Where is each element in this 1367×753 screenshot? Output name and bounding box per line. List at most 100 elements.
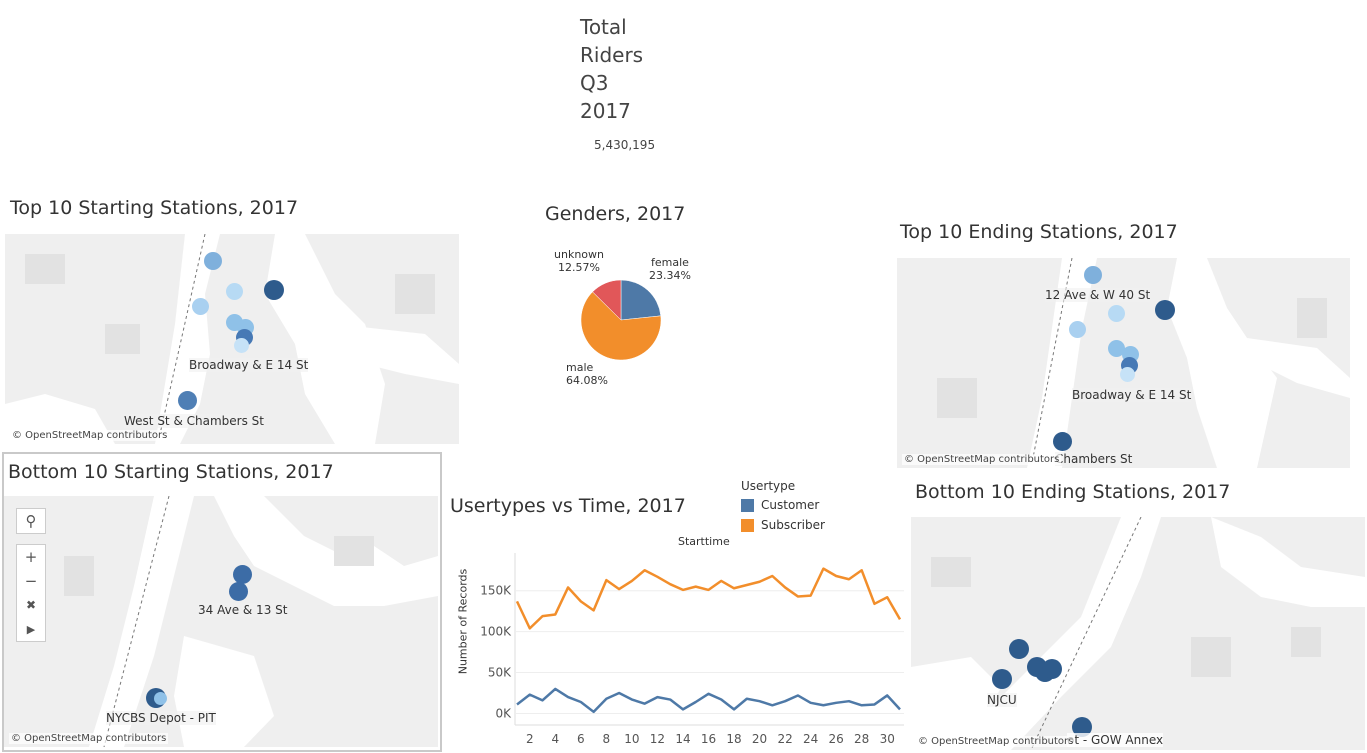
data-point-subscriber[interactable]: [834, 574, 838, 578]
data-point-customer[interactable]: [821, 703, 825, 707]
data-point-customer[interactable]: [668, 698, 672, 702]
data-point-customer[interactable]: [528, 693, 532, 697]
data-point-subscriber[interactable]: [579, 599, 583, 603]
data-point-subscriber[interactable]: [719, 579, 723, 583]
station-dot[interactable]: [229, 582, 248, 601]
data-point-subscriber[interactable]: [885, 595, 889, 599]
bottom-start-map[interactable]: ⚲ + − ✖ ▶ 34 Ave & 13 St NYCBS Depot - P…: [4, 496, 438, 747]
data-point-subscriber[interactable]: [847, 577, 851, 581]
data-point-customer[interactable]: [745, 697, 749, 701]
data-point-customer[interactable]: [592, 710, 596, 714]
reset-pin-icon[interactable]: ✖: [25, 598, 37, 612]
data-point-subscriber[interactable]: [770, 574, 774, 578]
data-point-subscriber[interactable]: [783, 585, 787, 589]
pie-slice-female[interactable]: [620, 279, 662, 321]
data-point-subscriber[interactable]: [809, 594, 813, 598]
data-point-subscriber[interactable]: [592, 608, 596, 612]
station-dot[interactable]: [1042, 659, 1062, 679]
station-dot[interactable]: [154, 692, 167, 705]
data-point-customer[interactable]: [719, 698, 723, 702]
data-point-customer[interactable]: [834, 701, 838, 705]
data-point-customer[interactable]: [604, 697, 608, 701]
expand-arrow-icon[interactable]: ▶: [26, 622, 36, 636]
pie-slice-male[interactable]: [580, 291, 662, 361]
data-point-subscriber[interactable]: [668, 582, 672, 586]
data-point-customer[interactable]: [758, 699, 762, 703]
data-point-customer[interactable]: [809, 701, 813, 705]
data-point-subscriber[interactable]: [630, 579, 634, 583]
station-dot[interactable]: [1108, 305, 1125, 322]
data-point-customer[interactable]: [681, 707, 685, 711]
data-point-subscriber[interactable]: [821, 567, 825, 571]
station-dot[interactable]: [1053, 432, 1072, 451]
pie-label-value: 12.57%: [558, 261, 600, 274]
data-point-subscriber[interactable]: [541, 614, 545, 618]
data-point-customer[interactable]: [655, 695, 659, 699]
station-dot[interactable]: [1072, 717, 1092, 737]
zoom-in-icon[interactable]: +: [24, 548, 38, 566]
station-dot[interactable]: [1084, 266, 1102, 284]
station-dot[interactable]: [192, 298, 209, 315]
data-point-customer[interactable]: [579, 700, 583, 704]
data-point-customer[interactable]: [860, 703, 864, 707]
data-point-subscriber[interactable]: [553, 612, 557, 616]
station-dot[interactable]: [234, 338, 249, 353]
pie-slice-unknown[interactable]: [592, 279, 622, 321]
data-point-subscriber[interactable]: [898, 617, 902, 621]
zoom-out-icon[interactable]: −: [24, 572, 38, 590]
station-dot[interactable]: [1069, 321, 1086, 338]
data-point-customer[interactable]: [783, 699, 787, 703]
data-point-subscriber[interactable]: [528, 626, 532, 630]
data-point-customer[interactable]: [898, 707, 902, 711]
data-point-customer[interactable]: [541, 698, 545, 702]
data-point-subscriber[interactable]: [758, 580, 762, 584]
data-point-subscriber[interactable]: [604, 578, 608, 582]
search-icon[interactable]: ⚲: [25, 512, 37, 530]
data-point-subscriber[interactable]: [707, 588, 711, 592]
data-point-subscriber[interactable]: [745, 583, 749, 587]
data-point-customer[interactable]: [515, 702, 519, 706]
station-dot[interactable]: [1120, 367, 1135, 382]
station-dot[interactable]: [1155, 300, 1175, 320]
station-dot[interactable]: [1108, 340, 1125, 357]
data-point-subscriber[interactable]: [643, 568, 647, 572]
data-point-customer[interactable]: [694, 700, 698, 704]
station-dot[interactable]: [264, 280, 284, 300]
data-point-customer[interactable]: [553, 687, 557, 691]
data-point-customer[interactable]: [885, 693, 889, 697]
data-point-subscriber[interactable]: [732, 586, 736, 590]
station-dot[interactable]: [1009, 639, 1029, 659]
top-start-map[interactable]: Broadway & E 14 St West St & Chambers St…: [5, 234, 459, 444]
legend-item-subscriber[interactable]: Subscriber: [741, 518, 825, 532]
data-point-subscriber[interactable]: [872, 602, 876, 606]
data-point-customer[interactable]: [566, 695, 570, 699]
legend-item-customer[interactable]: Customer: [741, 498, 825, 512]
data-point-customer[interactable]: [796, 693, 800, 697]
top-end-map[interactable]: 12 Ave & W 40 St Broadway & E 14 St Cham…: [897, 258, 1350, 468]
data-point-subscriber[interactable]: [796, 594, 800, 598]
station-dot[interactable]: [992, 669, 1012, 689]
data-point-customer[interactable]: [770, 703, 774, 707]
data-point-customer[interactable]: [732, 707, 736, 711]
data-point-subscriber[interactable]: [566, 585, 570, 589]
data-point-customer[interactable]: [707, 692, 711, 696]
data-point-customer[interactable]: [847, 699, 851, 703]
series-line-customer[interactable]: [516, 687, 901, 714]
station-dot[interactable]: [233, 565, 252, 584]
data-point-subscriber[interactable]: [681, 588, 685, 592]
data-point-subscriber[interactable]: [860, 568, 864, 572]
station-dot[interactable]: [226, 283, 243, 300]
data-point-subscriber[interactable]: [515, 599, 519, 603]
data-point-customer[interactable]: [630, 698, 634, 702]
data-point-subscriber[interactable]: [655, 575, 659, 579]
station-dot[interactable]: [178, 391, 197, 410]
data-point-customer[interactable]: [617, 691, 621, 695]
data-point-customer[interactable]: [643, 702, 647, 706]
data-point-customer[interactable]: [872, 702, 876, 706]
series-line-subscriber[interactable]: [515, 567, 902, 630]
x-tick-label: 6: [577, 732, 585, 746]
station-dot[interactable]: [204, 252, 222, 270]
data-point-subscriber[interactable]: [617, 587, 621, 591]
bottom-end-map[interactable]: NJCU ot - GOW Annex © OpenStreetMap cont…: [911, 517, 1365, 750]
data-point-subscriber[interactable]: [694, 585, 698, 589]
